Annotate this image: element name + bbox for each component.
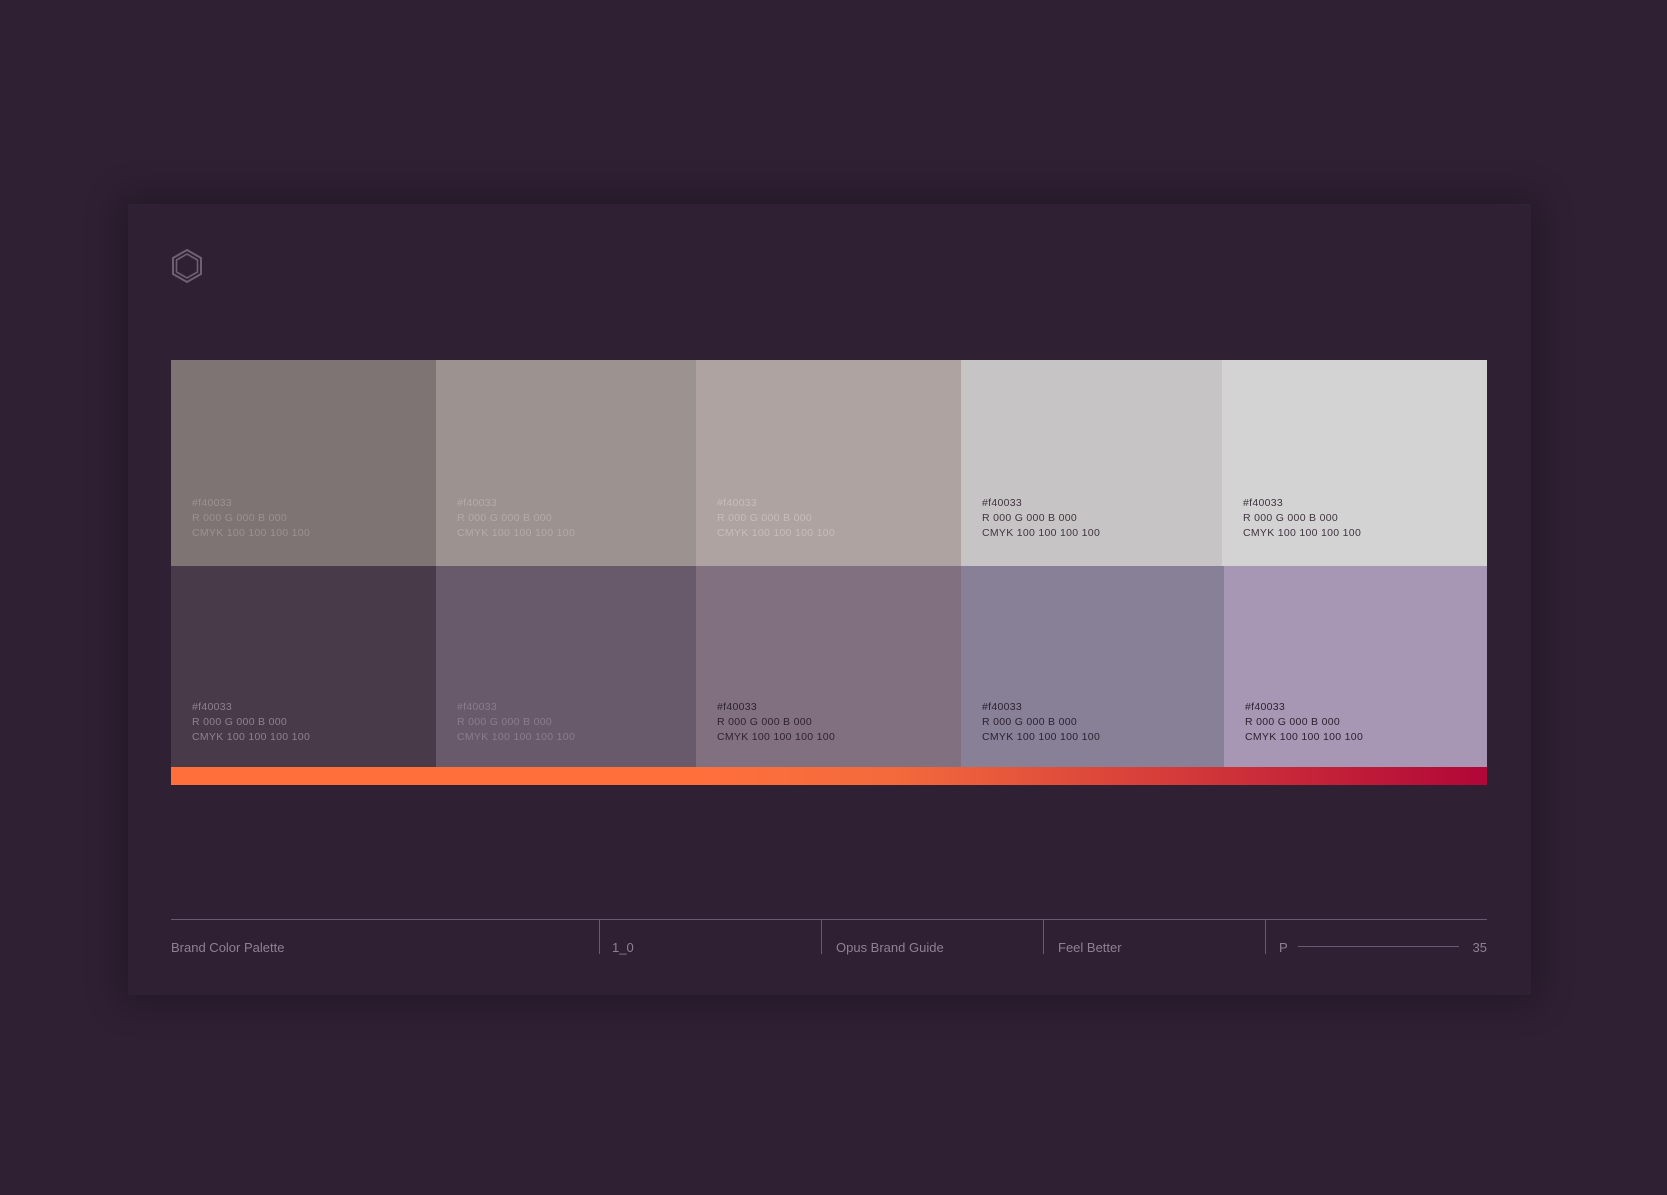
- footer-page-prefix: P: [1279, 940, 1288, 955]
- swatch-hex: #f40033: [1243, 497, 1284, 509]
- swatch-rgb: R 000 G 000 B 000: [457, 716, 552, 728]
- swatch-info: #f40033 R 000 G 000 B 000 CMYK 100 100 1…: [192, 700, 310, 745]
- swatch-dark-4: #f40033 R 000 G 000 B 000 CMYK 100 100 1…: [961, 566, 1224, 767]
- footer-version: 1_0: [599, 920, 821, 955]
- swatch-rgb: R 000 G 000 B 000: [457, 512, 552, 524]
- swatch-hex: #f40033: [457, 497, 498, 509]
- page-footer: Brand Color Palette 1_0 Opus Brand Guide…: [171, 919, 1487, 960]
- swatch-dark-2: #f40033 R 000 G 000 B 000 CMYK 100 100 1…: [436, 566, 696, 767]
- swatch-hex: #f40033: [1245, 701, 1286, 713]
- swatch-info: #f40033 R 000 G 000 B 000 CMYK 100 100 1…: [717, 496, 835, 541]
- swatch-cmyk: CMYK 100 100 100 100: [192, 731, 311, 743]
- swatch-cmyk: CMYK 100 100 100 100: [457, 731, 576, 743]
- footer-divider: [599, 920, 600, 954]
- swatch-dark-3: #f40033 R 000 G 000 B 000 CMYK 100 100 1…: [696, 566, 961, 767]
- swatch-cmyk: CMYK 100 100 100 100: [717, 527, 836, 539]
- footer-section: Brand Color Palette: [171, 920, 599, 955]
- swatch-light-1: #f40033 R 000 G 000 B 000 CMYK 100 100 1…: [171, 360, 436, 566]
- swatch-light-5: #f40033 R 000 G 000 B 000 CMYK 100 100 1…: [1222, 360, 1487, 566]
- footer-section-title: Brand Color Palette: [171, 940, 285, 955]
- footer-divider: [1265, 920, 1266, 954]
- swatch-dark-1: #f40033 R 000 G 000 B 000 CMYK 100 100 1…: [171, 566, 436, 767]
- swatch-info: #f40033 R 000 G 000 B 000 CMYK 100 100 1…: [982, 700, 1100, 745]
- swatch-cmyk: CMYK 100 100 100 100: [192, 527, 311, 539]
- swatch-cmyk: CMYK 100 100 100 100: [1243, 527, 1362, 539]
- swatch-info: #f40033 R 000 G 000 B 000 CMYK 100 100 1…: [1243, 496, 1361, 541]
- footer-version-label: 1_0: [612, 940, 634, 955]
- color-palette-grid: #f40033 R 000 G 000 B 000 CMYK 100 100 1…: [171, 360, 1487, 767]
- footer-page-number: 35: [1472, 940, 1487, 955]
- swatch-info: #f40033 R 000 G 000 B 000 CMYK 100 100 1…: [457, 496, 575, 541]
- swatch-light-4: #f40033 R 000 G 000 B 000 CMYK 100 100 1…: [961, 360, 1222, 566]
- swatch-rgb: R 000 G 000 B 000: [1245, 716, 1340, 728]
- swatch-cmyk: CMYK 100 100 100 100: [982, 527, 1101, 539]
- palette-row-light: #f40033 R 000 G 000 B 000 CMYK 100 100 1…: [171, 360, 1487, 566]
- swatch-info: #f40033 R 000 G 000 B 000 CMYK 100 100 1…: [457, 700, 575, 745]
- swatch-cmyk: CMYK 100 100 100 100: [717, 731, 836, 743]
- swatch-info: #f40033 R 000 G 000 B 000 CMYK 100 100 1…: [982, 496, 1100, 541]
- swatch-cmyk: CMYK 100 100 100 100: [457, 527, 576, 539]
- swatch-rgb: R 000 G 000 B 000: [1243, 512, 1338, 524]
- swatch-light-2: #f40033 R 000 G 000 B 000 CMYK 100 100 1…: [436, 360, 696, 566]
- swatch-hex: #f40033: [457, 701, 498, 713]
- swatch-light-3: #f40033 R 000 G 000 B 000 CMYK 100 100 1…: [696, 360, 961, 566]
- swatch-dark-5: #f40033 R 000 G 000 B 000 CMYK 100 100 1…: [1224, 566, 1487, 767]
- swatch-rgb: R 000 G 000 B 000: [982, 716, 1077, 728]
- swatch-rgb: R 000 G 000 B 000: [192, 512, 287, 524]
- swatch-rgb: R 000 G 000 B 000: [982, 512, 1077, 524]
- footer-guide: Opus Brand Guide: [821, 920, 1043, 955]
- footer-divider: [1043, 920, 1044, 954]
- swatch-rgb: R 000 G 000 B 000: [717, 716, 812, 728]
- swatch-info: #f40033 R 000 G 000 B 000 CMYK 100 100 1…: [717, 700, 835, 745]
- hexagon-logo-icon: [172, 248, 202, 284]
- footer-tagline: Feel Better: [1043, 920, 1265, 955]
- swatch-info: #f40033 R 000 G 000 B 000 CMYK 100 100 1…: [192, 496, 310, 541]
- accent-gradient-bar: [171, 767, 1487, 785]
- swatch-cmyk: CMYK 100 100 100 100: [982, 731, 1101, 743]
- swatch-rgb: R 000 G 000 B 000: [192, 716, 287, 728]
- palette-row-dark: #f40033 R 000 G 000 B 000 CMYK 100 100 1…: [171, 566, 1487, 767]
- swatch-hex: #f40033: [982, 497, 1023, 509]
- footer-tagline-label: Feel Better: [1058, 940, 1122, 955]
- footer-guide-label: Opus Brand Guide: [836, 940, 944, 955]
- footer-page: P 35: [1265, 920, 1487, 955]
- swatch-hex: #f40033: [717, 497, 758, 509]
- brand-guide-page: #f40033 R 000 G 000 B 000 CMYK 100 100 1…: [128, 204, 1531, 995]
- footer-divider: [821, 920, 822, 954]
- swatch-hex: #f40033: [717, 701, 758, 713]
- swatch-hex: #f40033: [982, 701, 1023, 713]
- swatch-hex: #f40033: [192, 701, 233, 713]
- swatch-hex: #f40033: [192, 497, 233, 509]
- footer-page-rule: [1298, 946, 1459, 947]
- swatch-cmyk: CMYK 100 100 100 100: [1245, 731, 1364, 743]
- swatch-rgb: R 000 G 000 B 000: [717, 512, 812, 524]
- swatch-info: #f40033 R 000 G 000 B 000 CMYK 100 100 1…: [1245, 700, 1363, 745]
